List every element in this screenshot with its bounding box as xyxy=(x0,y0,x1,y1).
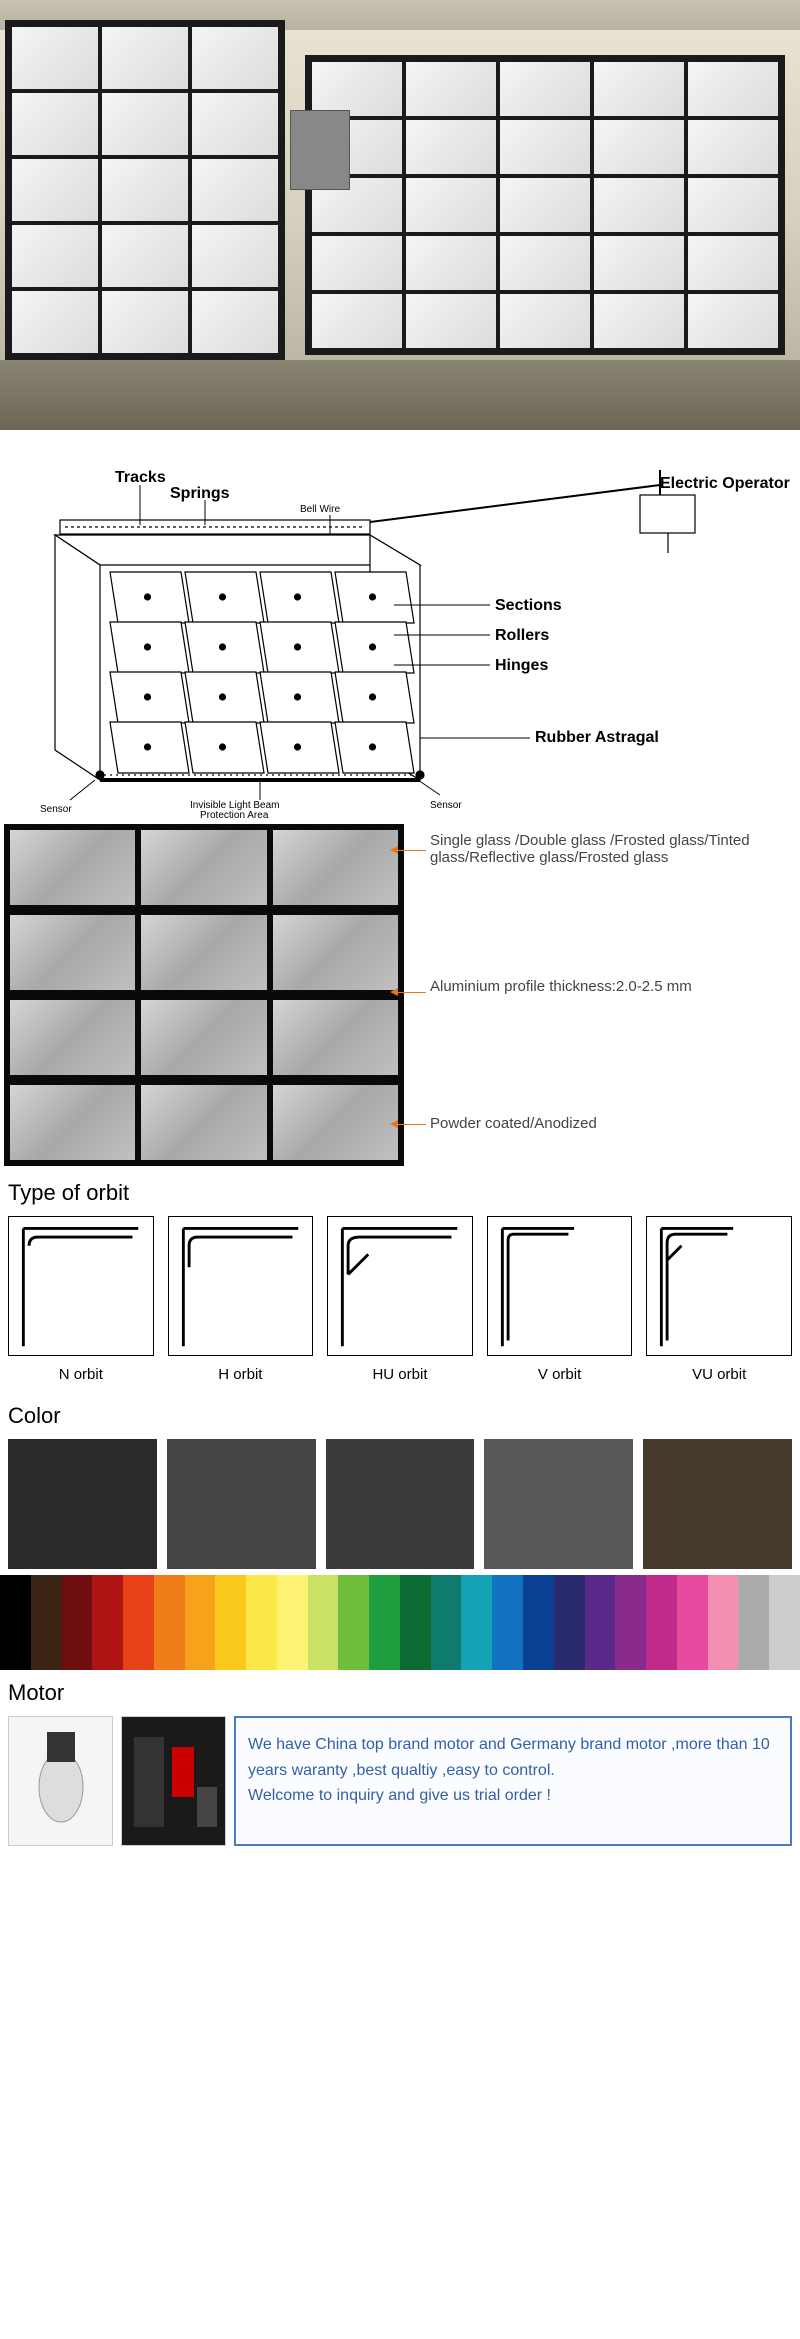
wall-unit xyxy=(290,110,350,190)
svg-text:Sensor: Sensor xyxy=(430,800,462,811)
ral-swatch xyxy=(246,1575,277,1670)
svg-text:Electric Operator: Electric Operator xyxy=(660,475,790,492)
ral-swatch xyxy=(615,1575,646,1670)
feature-thickness: Aluminium profile thickness:2.0-2.5 mm xyxy=(430,978,790,995)
ral-swatch xyxy=(646,1575,677,1670)
orbit-labels: N orbit H orbit HU orbit V orbit VU orbit xyxy=(0,1356,800,1393)
ral-swatch xyxy=(369,1575,400,1670)
color-title: Color xyxy=(0,1393,800,1439)
feature-glass: Single glass /Double glass /Frosted glas… xyxy=(430,832,790,866)
ral-swatch xyxy=(738,1575,769,1670)
swatch xyxy=(326,1439,475,1569)
motor-photo-1 xyxy=(8,1716,113,1846)
orbit-label: N orbit xyxy=(8,1366,154,1383)
svg-text:Bell Wire: Bell Wire xyxy=(300,504,340,515)
svg-text:Hinges: Hinges xyxy=(495,657,548,674)
orbit-label: HU orbit xyxy=(327,1366,473,1383)
ral-swatch xyxy=(431,1575,462,1670)
motor-title: Motor xyxy=(0,1670,800,1716)
motor-note: We have China top brand motor and German… xyxy=(234,1716,792,1846)
orbit-title: Type of orbit xyxy=(0,1170,800,1216)
ral-swatch xyxy=(708,1575,739,1670)
motor-row: We have China top brand motor and German… xyxy=(0,1716,800,1854)
orbit-N-orbit xyxy=(8,1216,154,1356)
hero-photo xyxy=(0,0,800,430)
swatch xyxy=(484,1439,633,1569)
swatch xyxy=(643,1439,792,1569)
orbit-HU-orbit xyxy=(327,1216,473,1356)
orbit-row xyxy=(0,1216,800,1356)
ral-swatch xyxy=(523,1575,554,1670)
parts-diagram: Tracks Springs Bell Wire Sections Roller… xyxy=(0,430,800,820)
svg-text:Protection Area: Protection Area xyxy=(200,810,269,820)
orbit-label: VU orbit xyxy=(646,1366,792,1383)
svg-text:Sections: Sections xyxy=(495,597,562,614)
ral-swatch xyxy=(554,1575,585,1670)
ral-swatch xyxy=(185,1575,216,1670)
ral-swatch xyxy=(0,1575,31,1670)
ral-swatch xyxy=(92,1575,123,1670)
ral-swatch xyxy=(492,1575,523,1670)
big-swatches xyxy=(0,1439,800,1569)
motor-text-1: We have China top brand motor and German… xyxy=(248,1732,778,1783)
door-left xyxy=(5,20,285,360)
svg-text:Rubber Astragal: Rubber Astragal xyxy=(535,729,659,746)
orbit-H-orbit xyxy=(168,1216,314,1356)
ral-swatch xyxy=(338,1575,369,1670)
orbit-label: V orbit xyxy=(487,1366,633,1383)
swatch xyxy=(167,1439,316,1569)
motor-text-2: Welcome to inquiry and give us trial ord… xyxy=(248,1783,778,1809)
orbit-VU-orbit xyxy=(646,1216,792,1356)
ral-swatch xyxy=(215,1575,246,1670)
ral-swatch xyxy=(769,1575,800,1670)
orbit-V-orbit xyxy=(487,1216,633,1356)
features-callout: Single glass /Double glass /Frosted glas… xyxy=(0,820,800,1170)
ral-swatch xyxy=(277,1575,308,1670)
swatch xyxy=(8,1439,157,1569)
ral-swatch xyxy=(461,1575,492,1670)
svg-text:Rollers: Rollers xyxy=(495,627,549,644)
motor-photo-2 xyxy=(121,1716,226,1846)
ral-row xyxy=(0,1575,800,1670)
ral-swatch xyxy=(400,1575,431,1670)
ral-swatch xyxy=(62,1575,93,1670)
ral-swatch xyxy=(585,1575,616,1670)
ral-swatch xyxy=(677,1575,708,1670)
svg-text:Tracks: Tracks xyxy=(115,469,166,486)
svg-text:Sensor: Sensor xyxy=(40,804,72,815)
ral-swatch xyxy=(123,1575,154,1670)
ral-swatch xyxy=(31,1575,62,1670)
feature-finish: Powder coated/Anodized xyxy=(430,1115,790,1132)
feature-door xyxy=(4,824,404,1166)
ral-swatch xyxy=(308,1575,339,1670)
svg-text:Springs: Springs xyxy=(170,485,230,502)
door-right xyxy=(305,55,785,355)
ral-swatch xyxy=(154,1575,185,1670)
orbit-label: H orbit xyxy=(168,1366,314,1383)
